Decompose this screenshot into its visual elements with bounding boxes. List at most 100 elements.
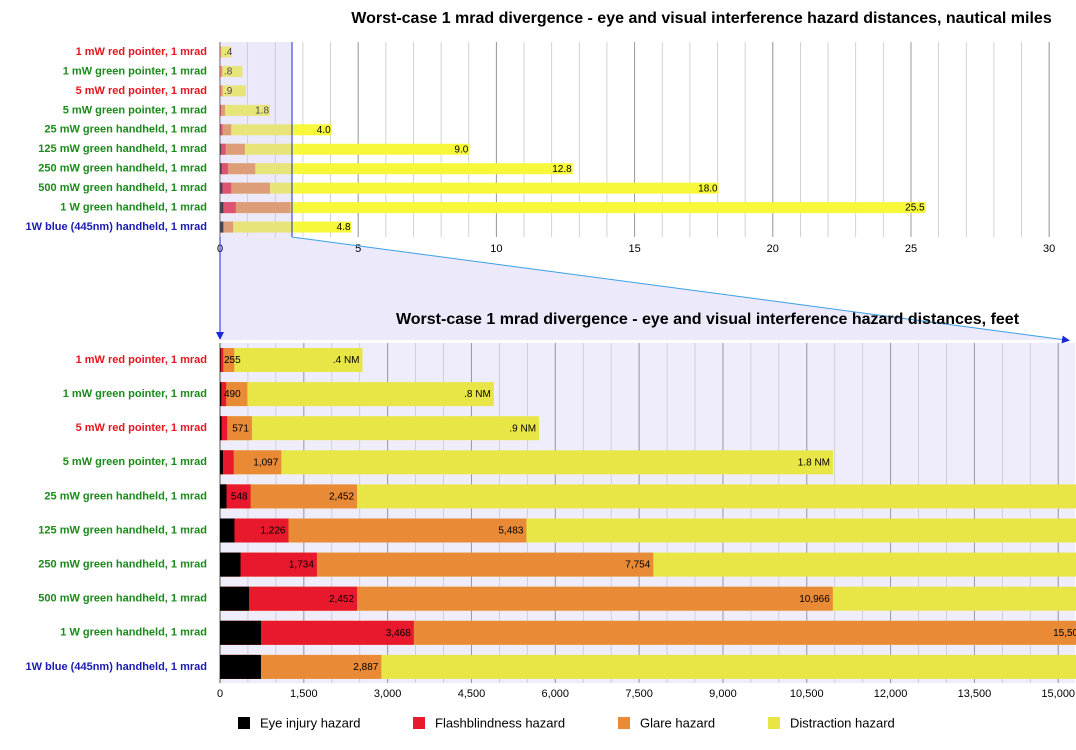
bar-segment [220,104,226,116]
bar-segment [220,124,332,136]
value-label: 9.0 [454,144,468,155]
value-label: 2,452 [329,594,354,605]
bar-segment [220,85,221,97]
value-label: 7,754 [625,560,650,571]
bar-segment [220,416,222,441]
bar-segment [220,221,234,233]
value-label: .4 [224,47,233,58]
x-tick-label: 6,000 [542,688,570,700]
zoom-region [220,42,292,237]
bar-segment [220,85,246,97]
legend-swatch [238,717,250,729]
bar-segment [220,416,540,441]
x-tick-label: 1,500 [290,688,318,700]
bar-segment [220,163,228,175]
x-tick-label: 4,500 [458,688,486,700]
value-label: 10,966 [799,594,830,605]
x-tick-label: 9,000 [709,688,737,700]
bar-segment [220,143,226,155]
category-label: 5 mW red pointer, 1 mrad [76,422,207,434]
x-tick-label: 0 [217,688,223,700]
chart-title: Worst-case 1 mrad divergence - eye and v… [396,311,1020,328]
category-label: 500 mW green handheld, 1 mrad [38,593,207,605]
category-label: 1 mW red pointer, 1 mrad [76,46,207,58]
value-label: 490 [224,389,241,400]
bars [220,348,1076,679]
bar-segment [220,182,719,194]
x-tick-label: 7,500 [625,688,653,700]
category-label: 1 mW red pointer, 1 mrad [76,354,207,366]
legend-label: Glare hazard [640,715,715,730]
value-label: .9 NM [509,423,536,434]
bar-segment [220,46,232,58]
category-label: 125 mW green handheld, 1 mrad [38,143,207,155]
zoom-funnel [220,237,1068,340]
category-label: 500 mW green handheld, 1 mrad [38,182,207,194]
value-label: .4 NM [333,355,360,366]
x-tick-label: 30 [1043,243,1055,255]
bar-segment [220,382,222,407]
value-label: 25.5 [905,203,925,214]
legend-label: Eye injury hazard [260,715,360,730]
value-label: .9 [224,86,233,97]
bar-segment [220,46,222,58]
value-label: 4.8 [337,222,351,233]
zoom-arrow [291,236,1070,344]
bar-segment [220,221,352,233]
bar-segment [220,124,223,136]
value-label: 1.8 NM [798,457,830,468]
x-tick-label: 15,000 [1041,688,1075,700]
bar-segment [220,143,470,155]
bar-segment [220,202,224,214]
bar-segment [220,620,261,645]
value-label: .8 NM [464,389,491,400]
value-label: 1,226 [260,526,285,537]
bar-segment [220,221,224,233]
value-label: 1,097 [253,457,278,468]
legend-swatch [618,717,630,729]
bar-segment [220,104,271,116]
value-label: 2,887 [353,662,378,673]
value-label: 1.8 [255,105,269,116]
bar-segment [220,163,256,175]
value-label: 571 [232,423,249,434]
x-tick-label: 20 [767,243,779,255]
bar-segment [220,65,243,77]
x-tick-label: 5 [355,243,361,255]
bar-segment [220,518,235,543]
legend-swatch [768,717,780,729]
x-tick-label: 3,000 [374,688,402,700]
chart-title: Worst-case 1 mrad divergence - eye and v… [351,10,1052,27]
x-tick-label: 12,000 [874,688,908,700]
category-label: 1W blue (445nm) handheld, 1 mrad [25,221,207,233]
bar-segment [220,484,227,509]
bar-segment [220,552,241,577]
bar-segment [220,382,494,407]
value-label: 255 [224,355,241,366]
value-label: 15,509 [1053,628,1076,639]
x-tick-label: 10 [490,243,502,255]
x-tick-label: 10,500 [790,688,824,700]
value-label: 548 [231,492,248,503]
bar-segment [220,348,224,372]
category-label: 5 mW green pointer, 1 mrad [63,456,207,468]
bar-segment [220,382,227,407]
value-label: 1,734 [289,560,314,571]
category-label: 125 mW green handheld, 1 mrad [38,524,207,536]
value-label: 12.8 [552,164,572,175]
x-tick-label: 25 [905,243,917,255]
bottom-chart: Worst-case 1 mrad divergence - eye and v… [25,311,1076,700]
bar-segment [220,416,228,441]
category-label: 5 mW red pointer, 1 mrad [76,85,207,97]
x-tick-label: 13,500 [958,688,992,700]
value-label: 5,483 [498,526,523,537]
bar-segment [220,348,221,372]
value-label: 2,452 [329,492,354,503]
bar-segment [220,104,222,116]
value-label: 733 [241,662,258,673]
bar-segment [220,202,291,214]
bar-segment [220,163,573,175]
legend-label: Flashblindness hazard [435,715,565,730]
category-label: 5 mW green pointer, 1 mrad [63,104,207,116]
value-label: 18.0 [698,183,718,194]
